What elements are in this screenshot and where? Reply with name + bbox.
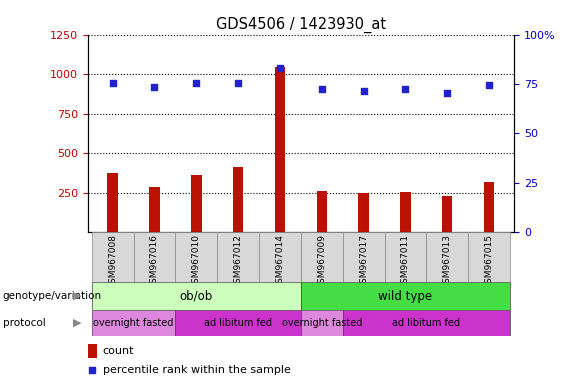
Text: GSM967015: GSM967015 bbox=[485, 234, 494, 289]
Bar bbox=[133, 232, 175, 282]
Bar bbox=[217, 232, 259, 282]
Title: GDS4506 / 1423930_at: GDS4506 / 1423930_at bbox=[216, 17, 386, 33]
Bar bbox=[107, 173, 118, 232]
Point bbox=[275, 65, 284, 71]
Text: genotype/variation: genotype/variation bbox=[3, 291, 102, 301]
Bar bbox=[275, 67, 285, 232]
Bar bbox=[427, 232, 468, 282]
Text: GSM967012: GSM967012 bbox=[234, 234, 242, 289]
Text: ad libitum fed: ad libitum fed bbox=[204, 318, 272, 328]
Point bbox=[443, 90, 452, 96]
Text: overnight fasted: overnight fasted bbox=[93, 318, 174, 328]
Text: GSM967009: GSM967009 bbox=[318, 234, 326, 289]
Text: count: count bbox=[102, 346, 134, 356]
Text: percentile rank within the sample: percentile rank within the sample bbox=[102, 365, 290, 375]
Text: ▶: ▶ bbox=[73, 318, 82, 328]
Bar bbox=[301, 310, 343, 336]
Bar bbox=[468, 232, 510, 282]
Bar bbox=[343, 310, 510, 336]
Text: wild type: wild type bbox=[379, 290, 432, 303]
Point bbox=[233, 80, 242, 86]
Bar bbox=[92, 282, 301, 310]
Point bbox=[485, 82, 494, 88]
Bar bbox=[442, 196, 453, 232]
Bar bbox=[316, 191, 327, 232]
Text: ▶: ▶ bbox=[73, 291, 82, 301]
Text: GSM967014: GSM967014 bbox=[276, 234, 284, 289]
Bar bbox=[88, 344, 97, 358]
Bar bbox=[400, 192, 411, 232]
Point bbox=[401, 86, 410, 92]
Bar bbox=[92, 310, 175, 336]
Text: GSM967008: GSM967008 bbox=[108, 234, 117, 289]
Bar bbox=[233, 167, 244, 232]
Bar bbox=[358, 193, 369, 232]
Bar bbox=[259, 232, 301, 282]
Bar bbox=[301, 232, 343, 282]
Text: overnight fasted: overnight fasted bbox=[281, 318, 362, 328]
Bar bbox=[343, 232, 385, 282]
Bar bbox=[385, 232, 427, 282]
Point bbox=[88, 367, 97, 373]
Text: GSM967017: GSM967017 bbox=[359, 234, 368, 289]
Text: GSM967013: GSM967013 bbox=[443, 234, 452, 289]
Text: ob/ob: ob/ob bbox=[180, 290, 213, 303]
Point bbox=[359, 88, 368, 94]
Point bbox=[150, 84, 159, 90]
Text: GSM967011: GSM967011 bbox=[401, 234, 410, 289]
Bar bbox=[301, 282, 510, 310]
Bar bbox=[175, 310, 301, 336]
Text: GSM967010: GSM967010 bbox=[192, 234, 201, 289]
Text: GSM967016: GSM967016 bbox=[150, 234, 159, 289]
Bar bbox=[484, 182, 494, 232]
Bar bbox=[92, 232, 133, 282]
Point bbox=[108, 80, 117, 86]
Text: ad libitum fed: ad libitum fed bbox=[392, 318, 460, 328]
Bar bbox=[175, 232, 217, 282]
Bar bbox=[191, 175, 202, 232]
Point bbox=[318, 86, 327, 92]
Text: protocol: protocol bbox=[3, 318, 46, 328]
Point bbox=[192, 80, 201, 86]
Bar bbox=[149, 187, 160, 232]
